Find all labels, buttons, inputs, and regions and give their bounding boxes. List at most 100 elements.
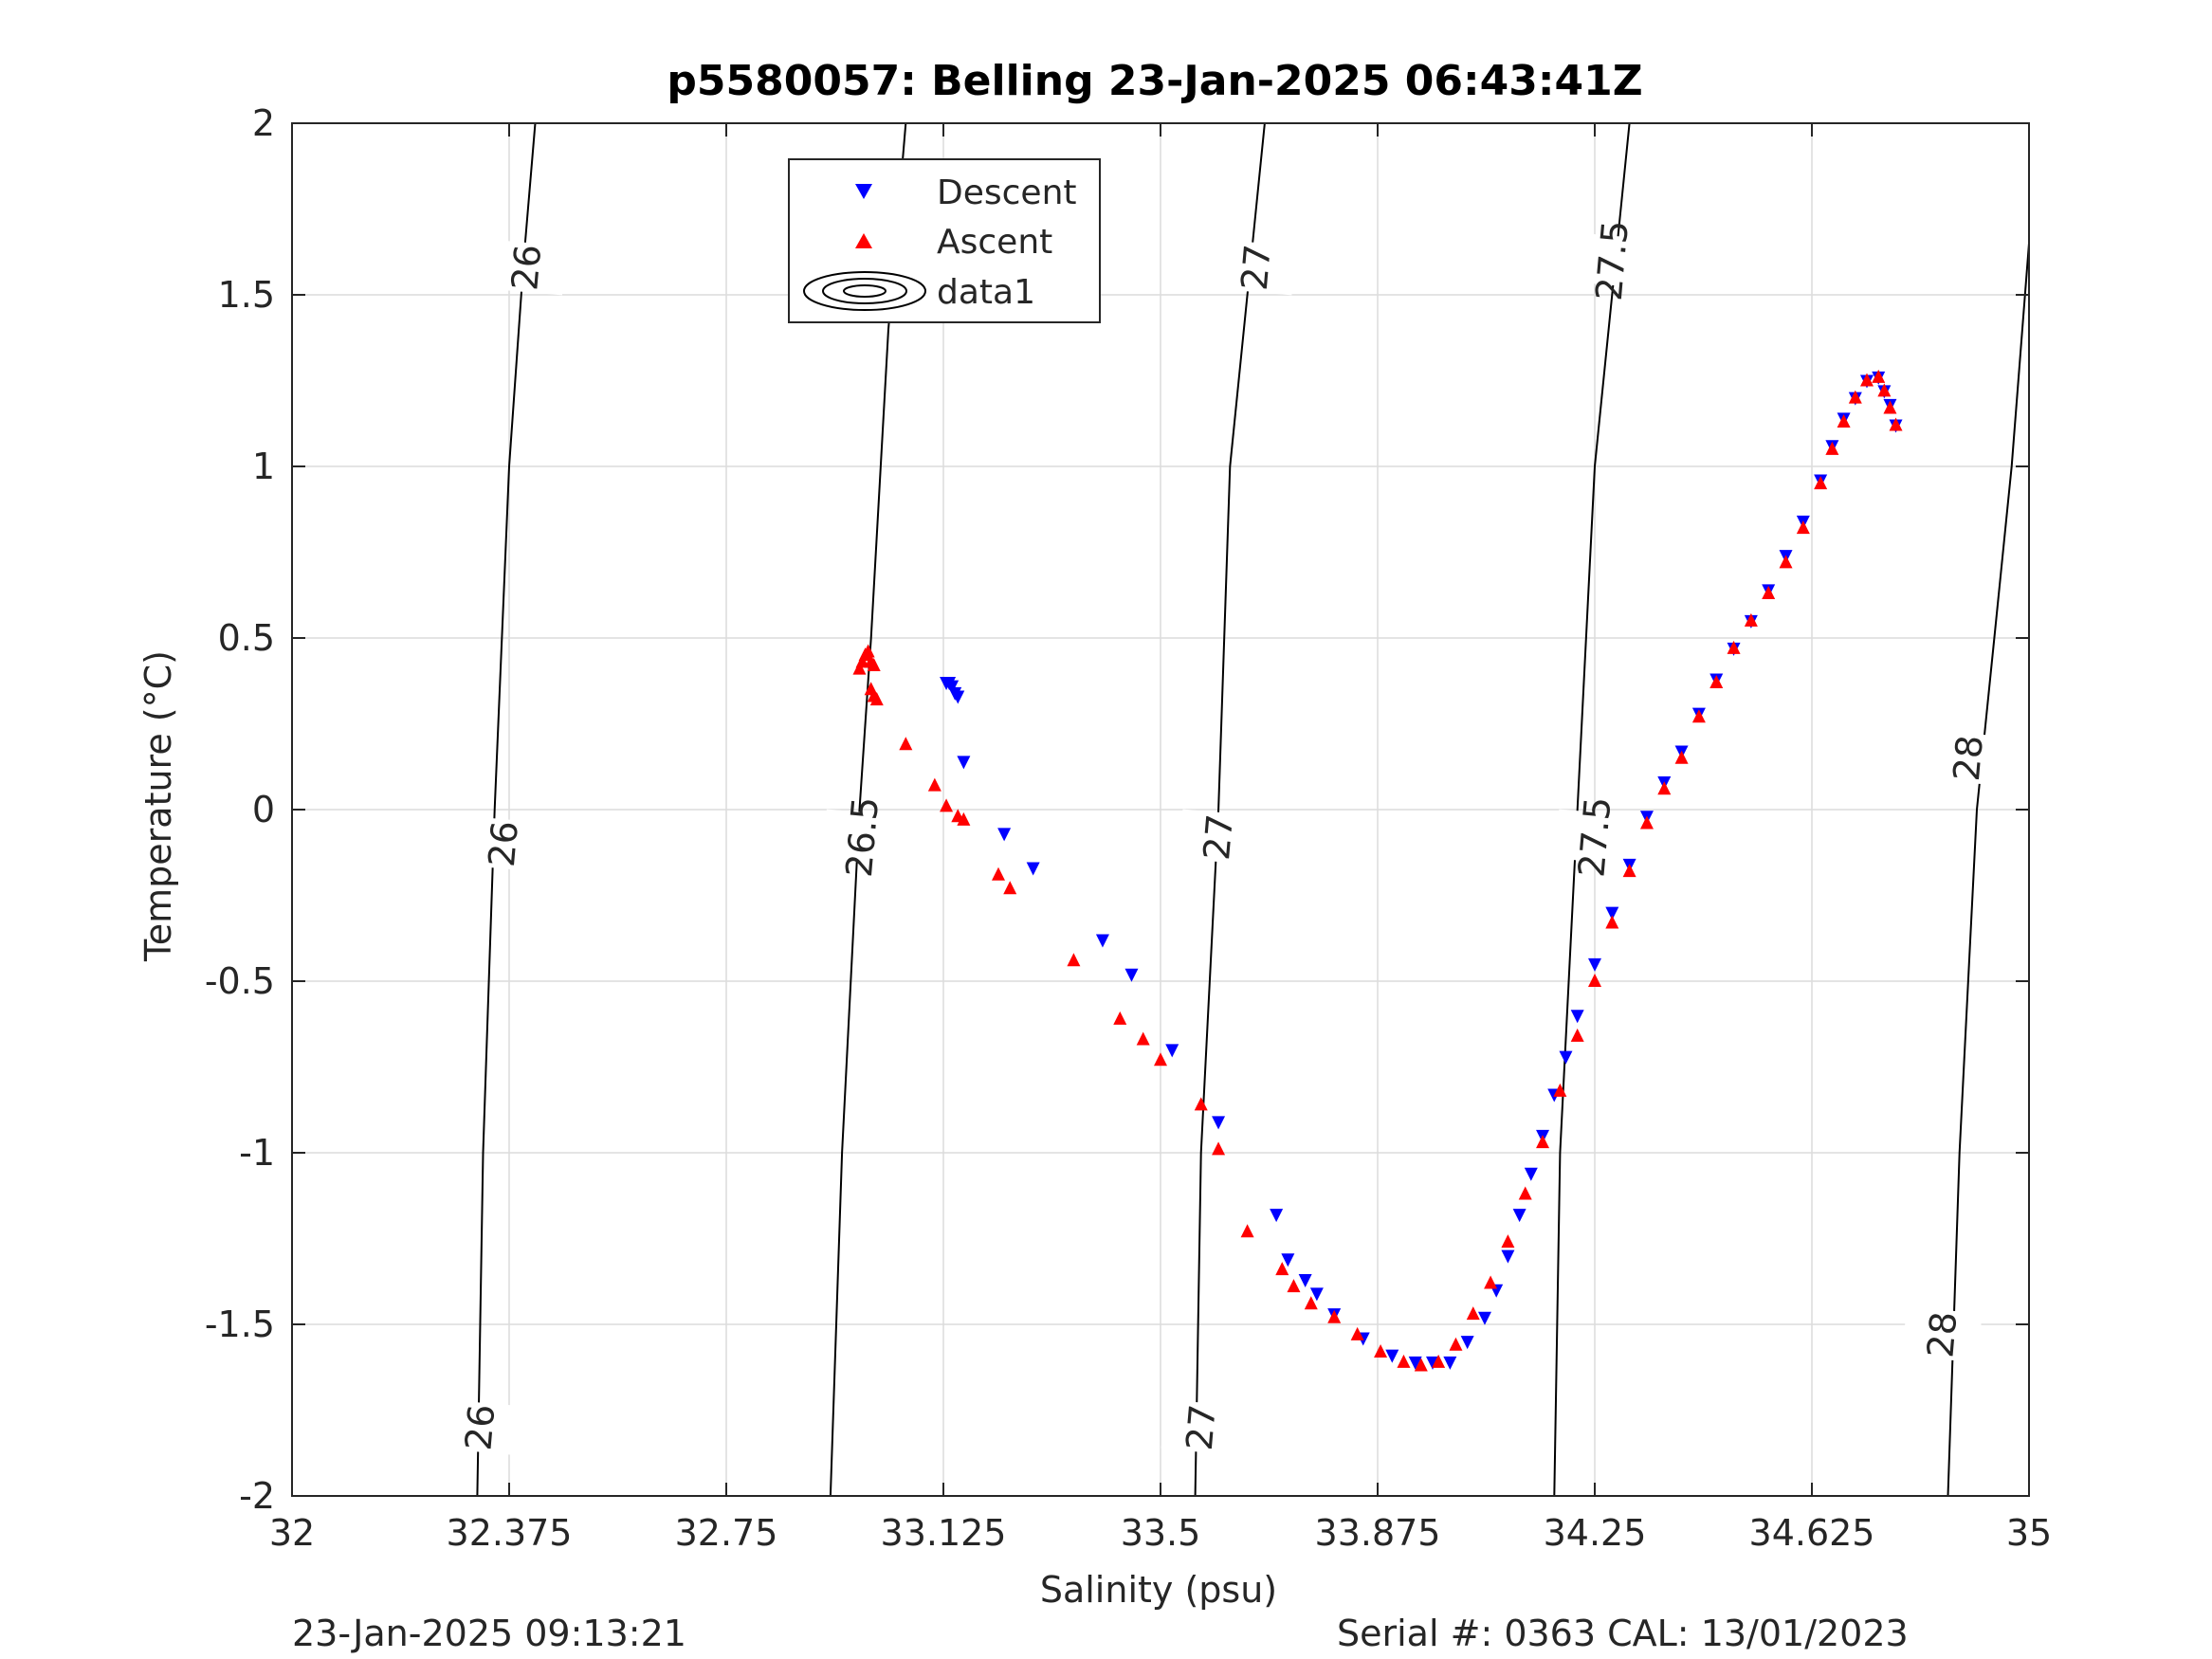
ascent-point [1860, 373, 1874, 387]
ascent-point [1154, 1052, 1167, 1066]
descent-point [1298, 1273, 1312, 1287]
ascent-point [940, 798, 954, 812]
footer-serial-cal: Serial #: 0363 CAL: 13/01/2023 [1337, 1613, 1909, 1654]
descent-point [1501, 1249, 1515, 1264]
ascent-point [855, 654, 869, 668]
descent-point [1270, 1209, 1284, 1223]
ascent-point [1605, 915, 1619, 929]
ascent-point [1848, 390, 1862, 404]
ascent-point [1639, 815, 1654, 830]
ascent-point [992, 866, 1006, 881]
contour-label-bg [1216, 239, 1296, 296]
descent-point [1281, 1253, 1295, 1267]
ascent-point [1889, 417, 1903, 431]
ascent-point [1275, 1262, 1289, 1276]
contour-label: 28 [1946, 734, 1991, 783]
ascent-point [1727, 640, 1741, 654]
x-axis-label: Salinity (psu) [1040, 1569, 1277, 1611]
y-axis-label: Temperature (°C) [137, 650, 179, 962]
ascent-point [1136, 1031, 1150, 1046]
descent-point [1212, 1116, 1226, 1130]
ascent-point [1432, 1354, 1446, 1368]
descent-point [1524, 1167, 1538, 1181]
descent-point [1408, 1356, 1422, 1370]
descent-point [957, 756, 971, 770]
ascent-point [1350, 1326, 1364, 1340]
contour-label-bg [463, 815, 544, 872]
x-tick-label: 32 [269, 1512, 315, 1554]
ascent-point [1067, 953, 1081, 967]
descent-point [997, 828, 1012, 842]
contour-label-bg [1928, 730, 2008, 787]
y-tick-label: 2 [252, 102, 275, 144]
contour-label: 27.5 [1570, 795, 1618, 879]
descent-point [1477, 1311, 1491, 1325]
ascent-point [957, 811, 971, 826]
axis-ticks: 32 32.375 32.75 33.125 33.5 33.875 34.25 34.625… [205, 102, 2052, 1554]
descent-point [1512, 1209, 1526, 1223]
contour-label: 26 [457, 1403, 503, 1452]
contour-line-26 [476, 122, 537, 1497]
descent-point [1095, 934, 1109, 948]
ascent-point [1240, 1224, 1254, 1238]
ascent-point [1287, 1279, 1301, 1293]
legend-label-descent: Descent [937, 173, 1077, 212]
descent-point [1460, 1336, 1474, 1350]
ascent-point [1588, 974, 1601, 987]
contour-label: 27 [1179, 1403, 1224, 1452]
ascent-point [1622, 864, 1636, 878]
ascent-point [1374, 1343, 1388, 1358]
ascent-point [1466, 1306, 1480, 1321]
x-tick-label: 34.25 [1544, 1512, 1647, 1554]
ascent-point [899, 737, 913, 751]
y-tick-label: -2 [239, 1475, 275, 1517]
ascent-point [1536, 1135, 1550, 1149]
descent-point [1165, 1044, 1179, 1058]
descent-point [1443, 1356, 1457, 1370]
contour-label-bg [822, 809, 903, 866]
x-tick-label: 33.5 [1121, 1512, 1201, 1554]
ascent-point [1674, 750, 1689, 764]
ascent-point [1113, 1011, 1127, 1025]
ascent-point [1872, 369, 1886, 383]
ascent-point [1779, 555, 1793, 569]
legend-label-ascent: Ascent [937, 223, 1052, 262]
contour-line-28 [1947, 243, 2030, 1497]
legend-box [788, 158, 1101, 323]
x-tick-label: 33.875 [1315, 1512, 1441, 1554]
contour-label: 27 [1196, 812, 1241, 862]
ascent-point [1397, 1354, 1411, 1368]
ascent-point [1414, 1358, 1428, 1372]
ascent-point [1449, 1337, 1463, 1351]
ascent-point [852, 661, 867, 675]
chart-title: p5580057: Belling 23-Jan-2025 06:43:41Z [667, 57, 1642, 105]
y-tick-label: -0.5 [205, 960, 275, 1002]
legend-marker-ascent [855, 233, 872, 248]
contour-label-bg [486, 239, 567, 296]
x-tick-label: 35 [2006, 1512, 2052, 1554]
y-tick-label: -1 [239, 1132, 275, 1174]
x-tick-label: 33.125 [881, 1512, 1007, 1554]
legend: Descent Ascent data1 [788, 158, 1101, 323]
ascent-point [867, 657, 881, 671]
ascent-point [927, 777, 941, 792]
ascent-point [1194, 1097, 1208, 1111]
ascent-point [1762, 585, 1776, 599]
contour-label: 27 [1234, 243, 1279, 292]
contour-label-bg [1554, 809, 1636, 866]
ascent-point [1877, 383, 1892, 397]
y-tick-label: 1.5 [218, 274, 275, 316]
y-tick-label: 0 [252, 789, 275, 830]
contour-label-bg [1902, 1306, 1983, 1363]
ascent-point [1304, 1296, 1318, 1310]
descent-point [1124, 968, 1139, 982]
descent-point [1385, 1349, 1399, 1363]
descent-point [1026, 862, 1040, 876]
x-tick-label: 32.75 [675, 1512, 778, 1554]
ascent-point [1837, 413, 1851, 428]
ascent-point [1484, 1275, 1498, 1289]
contour-label-bg [1178, 809, 1259, 866]
legend-marker-contour [803, 271, 926, 311]
ascent-point [1814, 476, 1828, 490]
